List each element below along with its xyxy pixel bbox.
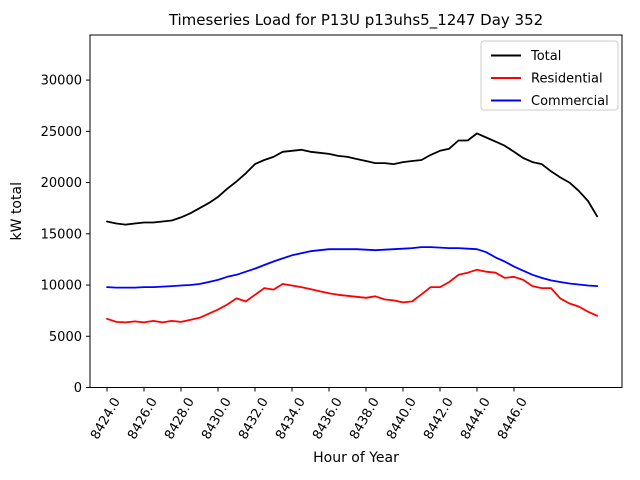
series-lines — [106, 132, 599, 324]
x-tick-label: 8434.0 — [273, 395, 309, 442]
series-line-commercial — [106, 246, 599, 289]
legend-box — [480, 40, 619, 111]
y-tick-label: 5000 — [49, 330, 82, 345]
x-tick-label: 8436.0 — [310, 395, 346, 442]
y-tick-label: 20000 — [41, 176, 82, 191]
y-axis-label: kW total — [9, 182, 25, 240]
legend-label-commercial: Commercial — [531, 94, 609, 109]
x-tick-label: 8438.0 — [347, 395, 383, 442]
y-tick-label: 25000 — [41, 125, 82, 140]
x-axis-label: Hour of Year — [313, 450, 399, 466]
x-tick-label: 8426.0 — [125, 395, 161, 442]
legend: Total Residential Commercial — [480, 40, 619, 111]
legend-label-total: Total — [530, 49, 561, 64]
x-tick-label: 8430.0 — [199, 395, 235, 442]
y-tick-label: 15000 — [41, 227, 82, 242]
x-tick-label: 8428.0 — [162, 395, 198, 442]
axis-labels: Timeseries Load for P13U p13uhs5_1247 Da… — [9, 11, 543, 466]
series-line-residential — [106, 268, 599, 324]
y-tick-label: 10000 — [41, 279, 82, 294]
x-tick-label: 8442.0 — [421, 395, 457, 442]
x-tick-label: 8446.0 — [495, 395, 531, 442]
series-line-total — [106, 132, 599, 226]
y-tick-label: 0 — [74, 381, 82, 396]
x-tick-label: 8440.0 — [384, 395, 420, 442]
x-tick-label: 8432.0 — [236, 395, 272, 442]
x-tick-label: 8444.0 — [458, 395, 494, 442]
x-tick-label: 8424.0 — [88, 395, 124, 442]
y-tick-label: 30000 — [41, 74, 82, 89]
chart-title: Timeseries Load for P13U p13uhs5_1247 Da… — [168, 11, 543, 30]
legend-label-residential: Residential — [531, 72, 603, 87]
